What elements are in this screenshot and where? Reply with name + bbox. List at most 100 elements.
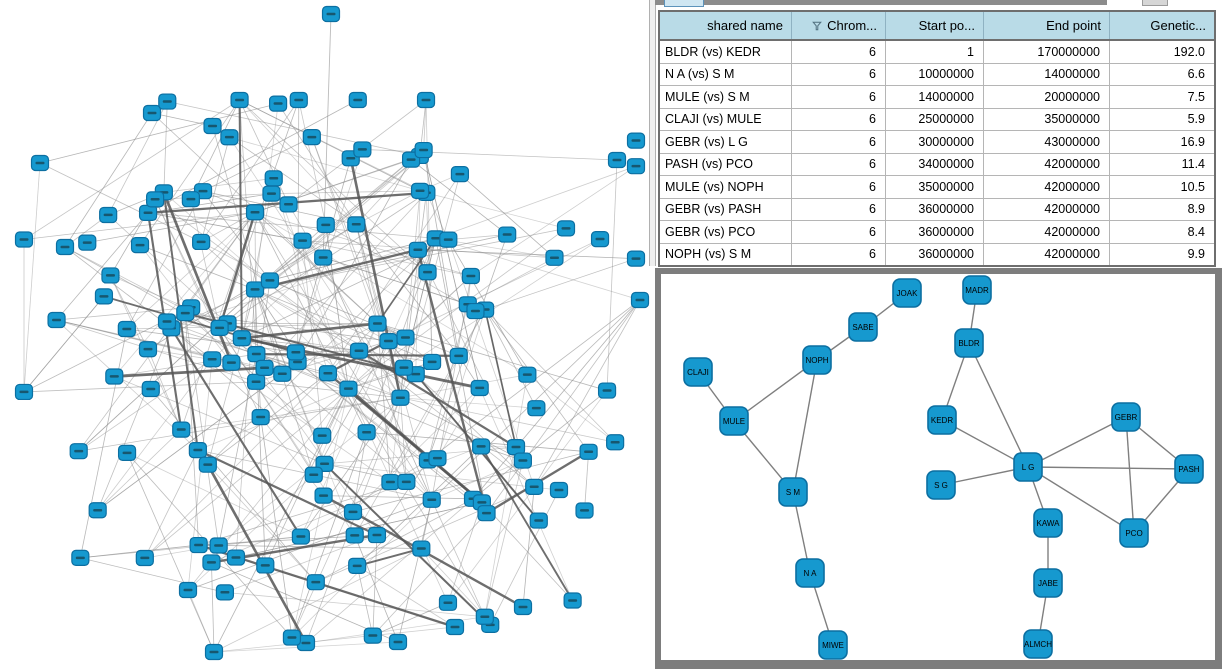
network-edge[interactable] (254, 289, 433, 363)
table-row[interactable]: NOPH (vs) S M 6 36000000 42000000 9.9 (658, 242, 1216, 267)
network-edge[interactable] (171, 237, 436, 329)
network-edge[interactable] (420, 499, 433, 549)
network-node[interactable] (412, 540, 431, 557)
table-cell[interactable]: MULE (vs) S M (658, 85, 792, 109)
network-node[interactable] (117, 444, 137, 462)
network-edge[interactable] (533, 299, 641, 488)
network-edge[interactable] (269, 237, 436, 281)
table-cell[interactable]: 7.5 (1109, 85, 1216, 109)
network-edge[interactable] (297, 159, 412, 363)
network-node[interactable] (138, 341, 158, 358)
table-cell[interactable]: N A (vs) S M (658, 62, 792, 86)
network-edge[interactable] (403, 238, 437, 368)
network-node[interactable] (438, 594, 458, 611)
table-cell[interactable]: 30000000 (885, 130, 984, 154)
network-node[interactable] (363, 627, 382, 644)
network-node[interactable] (192, 233, 211, 251)
network-node-pco[interactable]: PCO (1119, 518, 1149, 548)
network-edge[interactable] (302, 240, 349, 389)
network-edge[interactable] (241, 322, 378, 340)
table-cell[interactable]: 6 (791, 39, 886, 64)
network-edge[interactable] (484, 374, 528, 617)
network-node[interactable] (215, 584, 235, 601)
network-edge[interactable] (323, 257, 468, 305)
table-cell[interactable]: 14000000 (983, 62, 1110, 86)
network-edge[interactable] (254, 155, 421, 290)
network-node-s-m[interactable]: S M (778, 477, 808, 507)
network-node-kedr[interactable]: KEDR (927, 405, 957, 435)
network-edge[interactable] (472, 390, 608, 500)
table-row[interactable]: GEBR (vs) L G 6 30000000 43000000 16.9 (658, 130, 1216, 154)
network-node[interactable] (422, 353, 442, 371)
network-edge[interactable] (260, 417, 293, 638)
table-cell[interactable]: 6 (791, 62, 886, 86)
network-node[interactable] (273, 365, 292, 382)
network-edge[interactable] (472, 299, 641, 500)
network-edge[interactable] (417, 249, 517, 448)
network-edge[interactable] (484, 309, 517, 448)
column-header-shared-name[interactable]: shared name (658, 10, 792, 41)
network-node[interactable] (158, 93, 177, 110)
network-node[interactable] (138, 204, 158, 221)
network-node[interactable] (260, 272, 280, 289)
network-edge[interactable] (484, 309, 589, 453)
network-node[interactable] (357, 424, 376, 441)
network-edge[interactable] (256, 381, 401, 399)
network-edge[interactable] (522, 486, 535, 608)
network-edge[interactable] (254, 248, 419, 291)
network-edge[interactable] (64, 112, 153, 248)
network-edge[interactable] (154, 199, 262, 418)
network-node[interactable] (343, 503, 363, 521)
network-edge[interactable] (277, 103, 357, 225)
table-row[interactable]: GEBR (vs) PCO 6 36000000 42000000 8.4 (658, 220, 1216, 244)
table-cell[interactable]: 35000000 (983, 107, 1110, 131)
network-edge[interactable] (606, 159, 618, 391)
network-edge[interactable] (78, 358, 213, 452)
network-edge[interactable] (213, 548, 422, 653)
network-node[interactable] (626, 250, 646, 267)
network-edge[interactable] (56, 306, 192, 321)
network-node-s-g[interactable]: S G (926, 470, 956, 500)
network-edge[interactable] (354, 535, 399, 643)
network-edge[interactable] (206, 464, 308, 644)
network-node[interactable] (470, 379, 489, 397)
network-edge[interactable] (144, 449, 199, 559)
network-edge[interactable] (397, 499, 433, 643)
network-node[interactable] (563, 592, 582, 609)
network-node[interactable] (607, 151, 627, 169)
table-cell[interactable]: 6.6 (1109, 62, 1216, 86)
network-node[interactable] (230, 91, 249, 109)
network-edge[interactable] (447, 390, 608, 604)
network-node[interactable] (178, 581, 198, 599)
network-node[interactable] (630, 291, 650, 309)
table-cell[interactable]: 14000000 (885, 85, 984, 109)
network-node[interactable] (209, 537, 228, 554)
network-edge[interactable] (352, 387, 480, 513)
network-edge[interactable] (298, 99, 327, 226)
network-node[interactable] (339, 380, 358, 397)
network-edge[interactable] (114, 366, 265, 378)
network-node-almch[interactable]: ALMCH (1023, 629, 1053, 659)
network-node[interactable] (579, 443, 598, 460)
network-edge[interactable] (110, 275, 149, 350)
network-node[interactable] (381, 473, 400, 491)
network-node[interactable] (203, 351, 222, 368)
network-node[interactable] (172, 421, 191, 438)
table-row[interactable]: PASH (vs) PCO 6 34000000 42000000 11.4 (658, 152, 1216, 176)
network-edge[interactable] (147, 349, 182, 430)
network-edge[interactable] (435, 238, 487, 514)
network-edge[interactable] (218, 536, 301, 546)
network-edge[interactable] (211, 481, 407, 563)
network-edge[interactable] (239, 99, 289, 205)
table-cell[interactable]: 42000000 (983, 152, 1110, 176)
network-edge[interactable] (403, 238, 601, 369)
network-edge[interactable] (39, 162, 202, 243)
network-node[interactable] (99, 206, 118, 224)
network-edge[interactable] (349, 158, 402, 399)
table-cell[interactable]: 34000000 (885, 152, 984, 176)
network-edge[interactable] (352, 451, 589, 513)
network-edge[interactable] (431, 299, 641, 501)
network-edge[interactable] (348, 228, 567, 390)
network-node[interactable] (202, 554, 221, 571)
network-edge[interactable] (78, 397, 401, 452)
